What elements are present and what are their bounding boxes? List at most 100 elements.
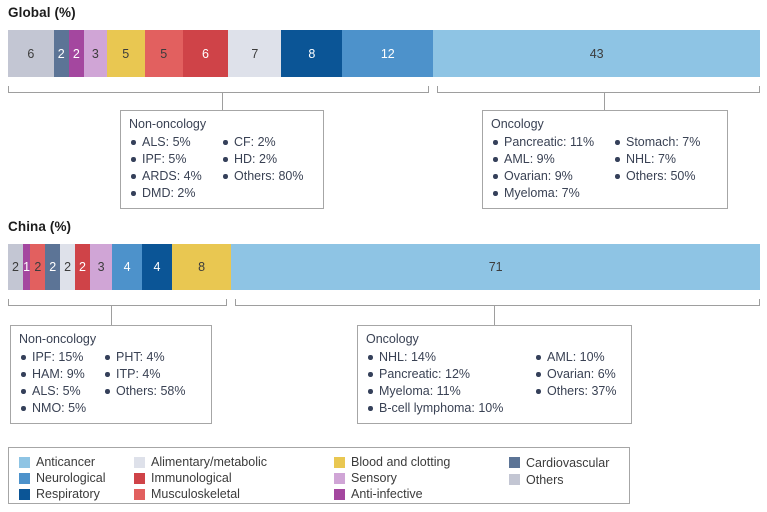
callout-item: HAM: 9% (19, 366, 103, 382)
legend-label: Anticancer (36, 455, 96, 469)
bar-segment-blood-and-clotting: 8 (171, 244, 232, 290)
callout-item: Ovarian: 9% (491, 168, 613, 184)
legend-item: Musculoskeletal (134, 487, 334, 501)
callout-title: Non-oncology (129, 117, 207, 131)
legend: Anticancer Neurological Respiratory Alimen… (8, 447, 630, 504)
legend-item: Alimentary/metabolic (134, 455, 334, 469)
legend-column: Blood and clotting Sensory Anti-infective (334, 455, 509, 503)
global-stacked-bar: 6 2 2 3 5 5 6 7 8 12 43 (8, 30, 760, 77)
legend-swatch (509, 474, 520, 485)
callout-item: Others: 37% (534, 383, 616, 399)
legend-swatch (19, 456, 30, 468)
bar-segment-respiratory: 4 (142, 244, 172, 290)
global-chart-title: Global (%) (8, 5, 76, 20)
legend-item: Anti-infective (334, 487, 509, 501)
callout-item: Pancreatic: 11% (491, 134, 613, 150)
legend-label: Others (526, 472, 564, 487)
callout-item: Others: 80% (221, 168, 303, 184)
callout-item: Myeloma: 7% (491, 185, 613, 201)
bar-segment-others: 6 (8, 30, 54, 77)
china-stacked-bar: 2 1 2 2 2 2 3 4 4 8 71 (8, 244, 761, 290)
callout-item: HD: 2% (221, 151, 303, 167)
china-oncology-bracket (235, 299, 760, 306)
callout-item: Others: 58% (103, 383, 185, 399)
legend-label: Respiratory (36, 487, 100, 501)
legend-swatch (334, 488, 345, 500)
bar-segment-sensory: 3 (89, 244, 113, 290)
legend-column: Cardiovascular Others (509, 455, 609, 503)
callout-list: IPF: 15% HAM: 9% ALS: 5% NMO: 5% (19, 348, 103, 417)
bar-segment-anti-infective: 2 (68, 30, 84, 77)
bar-segment-musculoskeletal: 5 (144, 30, 183, 77)
callout-columns: ALS: 5% IPF: 5% ARDS: 4% DMD: 2% CF: 2% HD: … (129, 133, 315, 202)
callout-item: Others: 50% (613, 168, 700, 184)
callout-list: AML: 10% Ovarian: 6% Others: 37% (534, 348, 616, 417)
global-non-oncology-bracket (8, 86, 429, 93)
bar-segment-alimentary-metabolic: 7 (228, 30, 282, 77)
bar-segment-cardiovascular: 2 (53, 30, 69, 77)
bar-segment-cardiovascular: 2 (45, 244, 61, 290)
callout-list: ALS: 5% IPF: 5% ARDS: 4% DMD: 2% (129, 133, 221, 202)
global-non-oncology-connector (222, 92, 223, 110)
legend-swatch (19, 488, 30, 500)
callout-item: ARDS: 4% (129, 168, 221, 184)
legend-column: Alimentary/metabolic Immunological Musculo… (134, 455, 334, 503)
legend-label: Blood and clotting (351, 455, 451, 469)
legend-item: Blood and clotting (334, 455, 509, 469)
callout-item: CF: 2% (221, 134, 303, 150)
bar-segment-sensory: 3 (83, 30, 107, 77)
legend-swatch (19, 472, 30, 484)
callout-columns: Pancreatic: 11% AML: 9% Ovarian: 9% Myeloma… (491, 133, 719, 202)
callout-item: ALS: 5% (19, 383, 103, 399)
bar-segment-neurological: 12 (342, 30, 434, 77)
bar-segment-blood-and-clotting: 5 (106, 30, 145, 77)
callout-item: DMD: 2% (129, 185, 221, 201)
legend-swatch (134, 456, 145, 468)
china-non-oncology-callout: Non-oncology IPF: 15% HAM: 9% ALS: 5% NMO: … (10, 325, 212, 424)
bar-segment-musculoskeletal: 2 (30, 244, 46, 290)
callout-item: Stomach: 7% (613, 134, 700, 150)
bar-segment-anticancer: 71 (231, 244, 761, 290)
global-non-oncology-callout: Non-oncology ALS: 5% IPF: 5% ARDS: 4% DMD: … (120, 110, 324, 209)
legend-item: Cardiovascular (509, 455, 609, 470)
callout-list: Stomach: 7% NHL: 7% Others: 50% (613, 133, 700, 202)
legend-item: Anticancer (19, 455, 134, 469)
callout-item: Ovarian: 6% (534, 366, 616, 382)
china-chart-title: China (%) (8, 219, 72, 234)
legend-label: Cardiovascular (526, 455, 610, 470)
legend-column: Anticancer Neurological Respiratory (19, 455, 134, 503)
bar-segment-others: 2 (8, 244, 23, 290)
global-oncology-bracket (437, 86, 760, 93)
callout-item: IPF: 5% (129, 151, 221, 167)
legend-item: Others (509, 472, 609, 487)
legend-swatch (334, 456, 345, 468)
bar-segment-immunological: 2 (75, 244, 90, 290)
callout-list: PHT: 4% ITP: 4% Others: 58% (103, 348, 185, 417)
callout-item: AML: 10% (534, 349, 616, 365)
china-oncology-callout: Oncology NHL: 14% Pancreatic: 12% Myeloma:… (357, 325, 632, 424)
callout-title: Non-oncology (19, 332, 97, 346)
china-non-oncology-connector (111, 305, 112, 325)
callout-item: ITP: 4% (103, 366, 185, 382)
china-oncology-connector (494, 305, 495, 325)
bar-segment-immunological: 6 (182, 30, 229, 77)
legend-label: Musculoskeletal (151, 487, 240, 501)
legend-label: Anti-infective (351, 487, 423, 501)
callout-item: Myeloma: 11% (366, 383, 534, 399)
callout-list: CF: 2% HD: 2% Others: 80% (221, 133, 303, 202)
callout-item: B-cell lymphoma: 10% (366, 400, 534, 416)
legend-swatch (134, 488, 145, 500)
callout-item: PHT: 4% (103, 349, 185, 365)
legend-label: Alimentary/metabolic (151, 455, 268, 469)
callout-item: IPF: 15% (19, 349, 103, 365)
legend-item: Sensory (334, 471, 509, 485)
bar-segment-anticancer: 43 (433, 30, 760, 77)
bar-segment-respiratory: 8 (281, 30, 343, 77)
callout-item: NHL: 7% (613, 151, 700, 167)
legend-swatch (509, 457, 520, 468)
callout-item: NHL: 14% (366, 349, 534, 365)
callout-title: Oncology (366, 332, 419, 346)
callout-list: NHL: 14% Pancreatic: 12% Myeloma: 11% B-cel… (366, 348, 534, 417)
legend-item: Neurological (19, 471, 134, 485)
callout-columns: NHL: 14% Pancreatic: 12% Myeloma: 11% B-cel… (366, 348, 623, 417)
